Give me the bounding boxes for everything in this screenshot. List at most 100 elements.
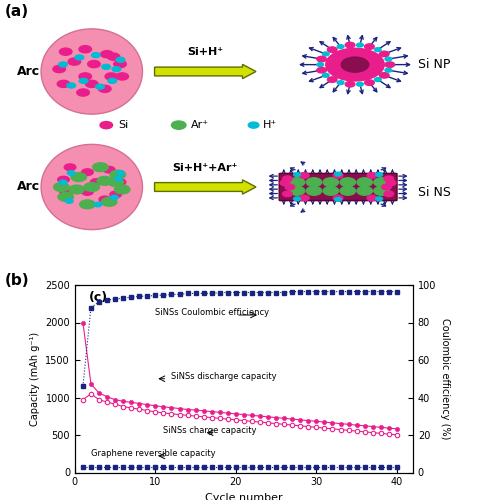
Circle shape <box>99 85 111 92</box>
Circle shape <box>357 178 372 186</box>
Circle shape <box>105 73 118 80</box>
Text: Si+H⁺+Ar⁺: Si+H⁺+Ar⁺ <box>172 162 238 172</box>
Circle shape <box>85 80 98 87</box>
Circle shape <box>108 178 124 186</box>
Circle shape <box>88 60 100 68</box>
X-axis label: Cycle number: Cycle number <box>205 493 283 500</box>
Text: H⁺: H⁺ <box>263 120 278 130</box>
Circle shape <box>349 62 361 68</box>
Circle shape <box>90 179 102 186</box>
Circle shape <box>114 185 130 194</box>
Circle shape <box>59 62 68 67</box>
Circle shape <box>367 195 377 200</box>
Circle shape <box>345 59 365 70</box>
Text: Arc: Arc <box>17 65 40 78</box>
Circle shape <box>93 163 108 172</box>
Circle shape <box>103 166 115 173</box>
Text: (c): (c) <box>88 290 108 304</box>
Circle shape <box>374 186 389 195</box>
Circle shape <box>79 78 88 84</box>
Circle shape <box>384 176 394 182</box>
Circle shape <box>65 199 73 203</box>
Text: SiNSs discharge capacity: SiNSs discharge capacity <box>171 372 277 381</box>
Circle shape <box>335 198 341 202</box>
Circle shape <box>79 46 92 53</box>
Circle shape <box>365 80 374 86</box>
Circle shape <box>116 73 128 80</box>
Text: SiNSs charge capacity: SiNSs charge capacity <box>163 426 257 434</box>
Circle shape <box>327 47 337 52</box>
Circle shape <box>322 74 329 78</box>
Text: Si+H⁺: Si+H⁺ <box>187 47 223 57</box>
Circle shape <box>59 48 72 56</box>
Circle shape <box>386 180 396 186</box>
Circle shape <box>356 43 363 47</box>
Circle shape <box>77 89 89 96</box>
Circle shape <box>317 68 327 73</box>
Circle shape <box>325 48 385 82</box>
Circle shape <box>64 164 76 170</box>
Circle shape <box>299 195 309 200</box>
Circle shape <box>97 176 113 185</box>
Circle shape <box>80 200 95 208</box>
Text: (b): (b) <box>5 273 29 288</box>
Circle shape <box>333 195 343 200</box>
Circle shape <box>385 57 392 61</box>
Circle shape <box>341 56 369 73</box>
Circle shape <box>380 51 389 57</box>
Circle shape <box>54 182 69 192</box>
Text: Graphene reversible capacity: Graphene reversible capacity <box>91 449 215 458</box>
Circle shape <box>357 186 372 195</box>
Circle shape <box>94 202 102 206</box>
Circle shape <box>59 180 67 184</box>
Circle shape <box>294 172 300 176</box>
Circle shape <box>280 180 290 186</box>
Circle shape <box>374 48 381 52</box>
Circle shape <box>114 179 126 186</box>
Text: Arc: Arc <box>17 180 40 194</box>
Circle shape <box>299 172 309 178</box>
Circle shape <box>340 186 355 195</box>
Text: (a): (a) <box>5 4 29 19</box>
Circle shape <box>323 186 339 195</box>
Circle shape <box>92 52 100 58</box>
Circle shape <box>382 184 391 190</box>
Circle shape <box>365 44 374 50</box>
Circle shape <box>306 186 322 195</box>
Circle shape <box>283 176 292 182</box>
Circle shape <box>79 73 92 80</box>
Circle shape <box>384 191 394 196</box>
Circle shape <box>82 188 93 195</box>
Circle shape <box>283 191 292 196</box>
Circle shape <box>114 60 127 68</box>
Circle shape <box>58 192 73 202</box>
Circle shape <box>337 80 344 84</box>
Circle shape <box>367 172 377 178</box>
Circle shape <box>289 178 305 186</box>
Circle shape <box>114 176 122 181</box>
Circle shape <box>248 122 259 128</box>
Circle shape <box>102 64 111 70</box>
Text: Ar⁺: Ar⁺ <box>191 120 209 130</box>
Text: Si NP: Si NP <box>418 58 450 71</box>
Circle shape <box>385 62 395 68</box>
Circle shape <box>335 172 341 176</box>
Circle shape <box>82 169 93 175</box>
Circle shape <box>53 66 66 72</box>
Circle shape <box>68 171 75 175</box>
Circle shape <box>111 196 118 200</box>
Circle shape <box>380 72 389 78</box>
Circle shape <box>376 197 383 200</box>
Circle shape <box>116 58 125 62</box>
Circle shape <box>356 82 363 86</box>
Circle shape <box>60 188 71 195</box>
Circle shape <box>101 50 114 58</box>
Circle shape <box>58 176 70 183</box>
Circle shape <box>67 83 75 88</box>
Circle shape <box>374 178 389 186</box>
Circle shape <box>345 82 355 87</box>
Circle shape <box>171 121 186 129</box>
Ellipse shape <box>41 29 142 114</box>
FancyBboxPatch shape <box>279 174 397 201</box>
Circle shape <box>374 78 381 82</box>
